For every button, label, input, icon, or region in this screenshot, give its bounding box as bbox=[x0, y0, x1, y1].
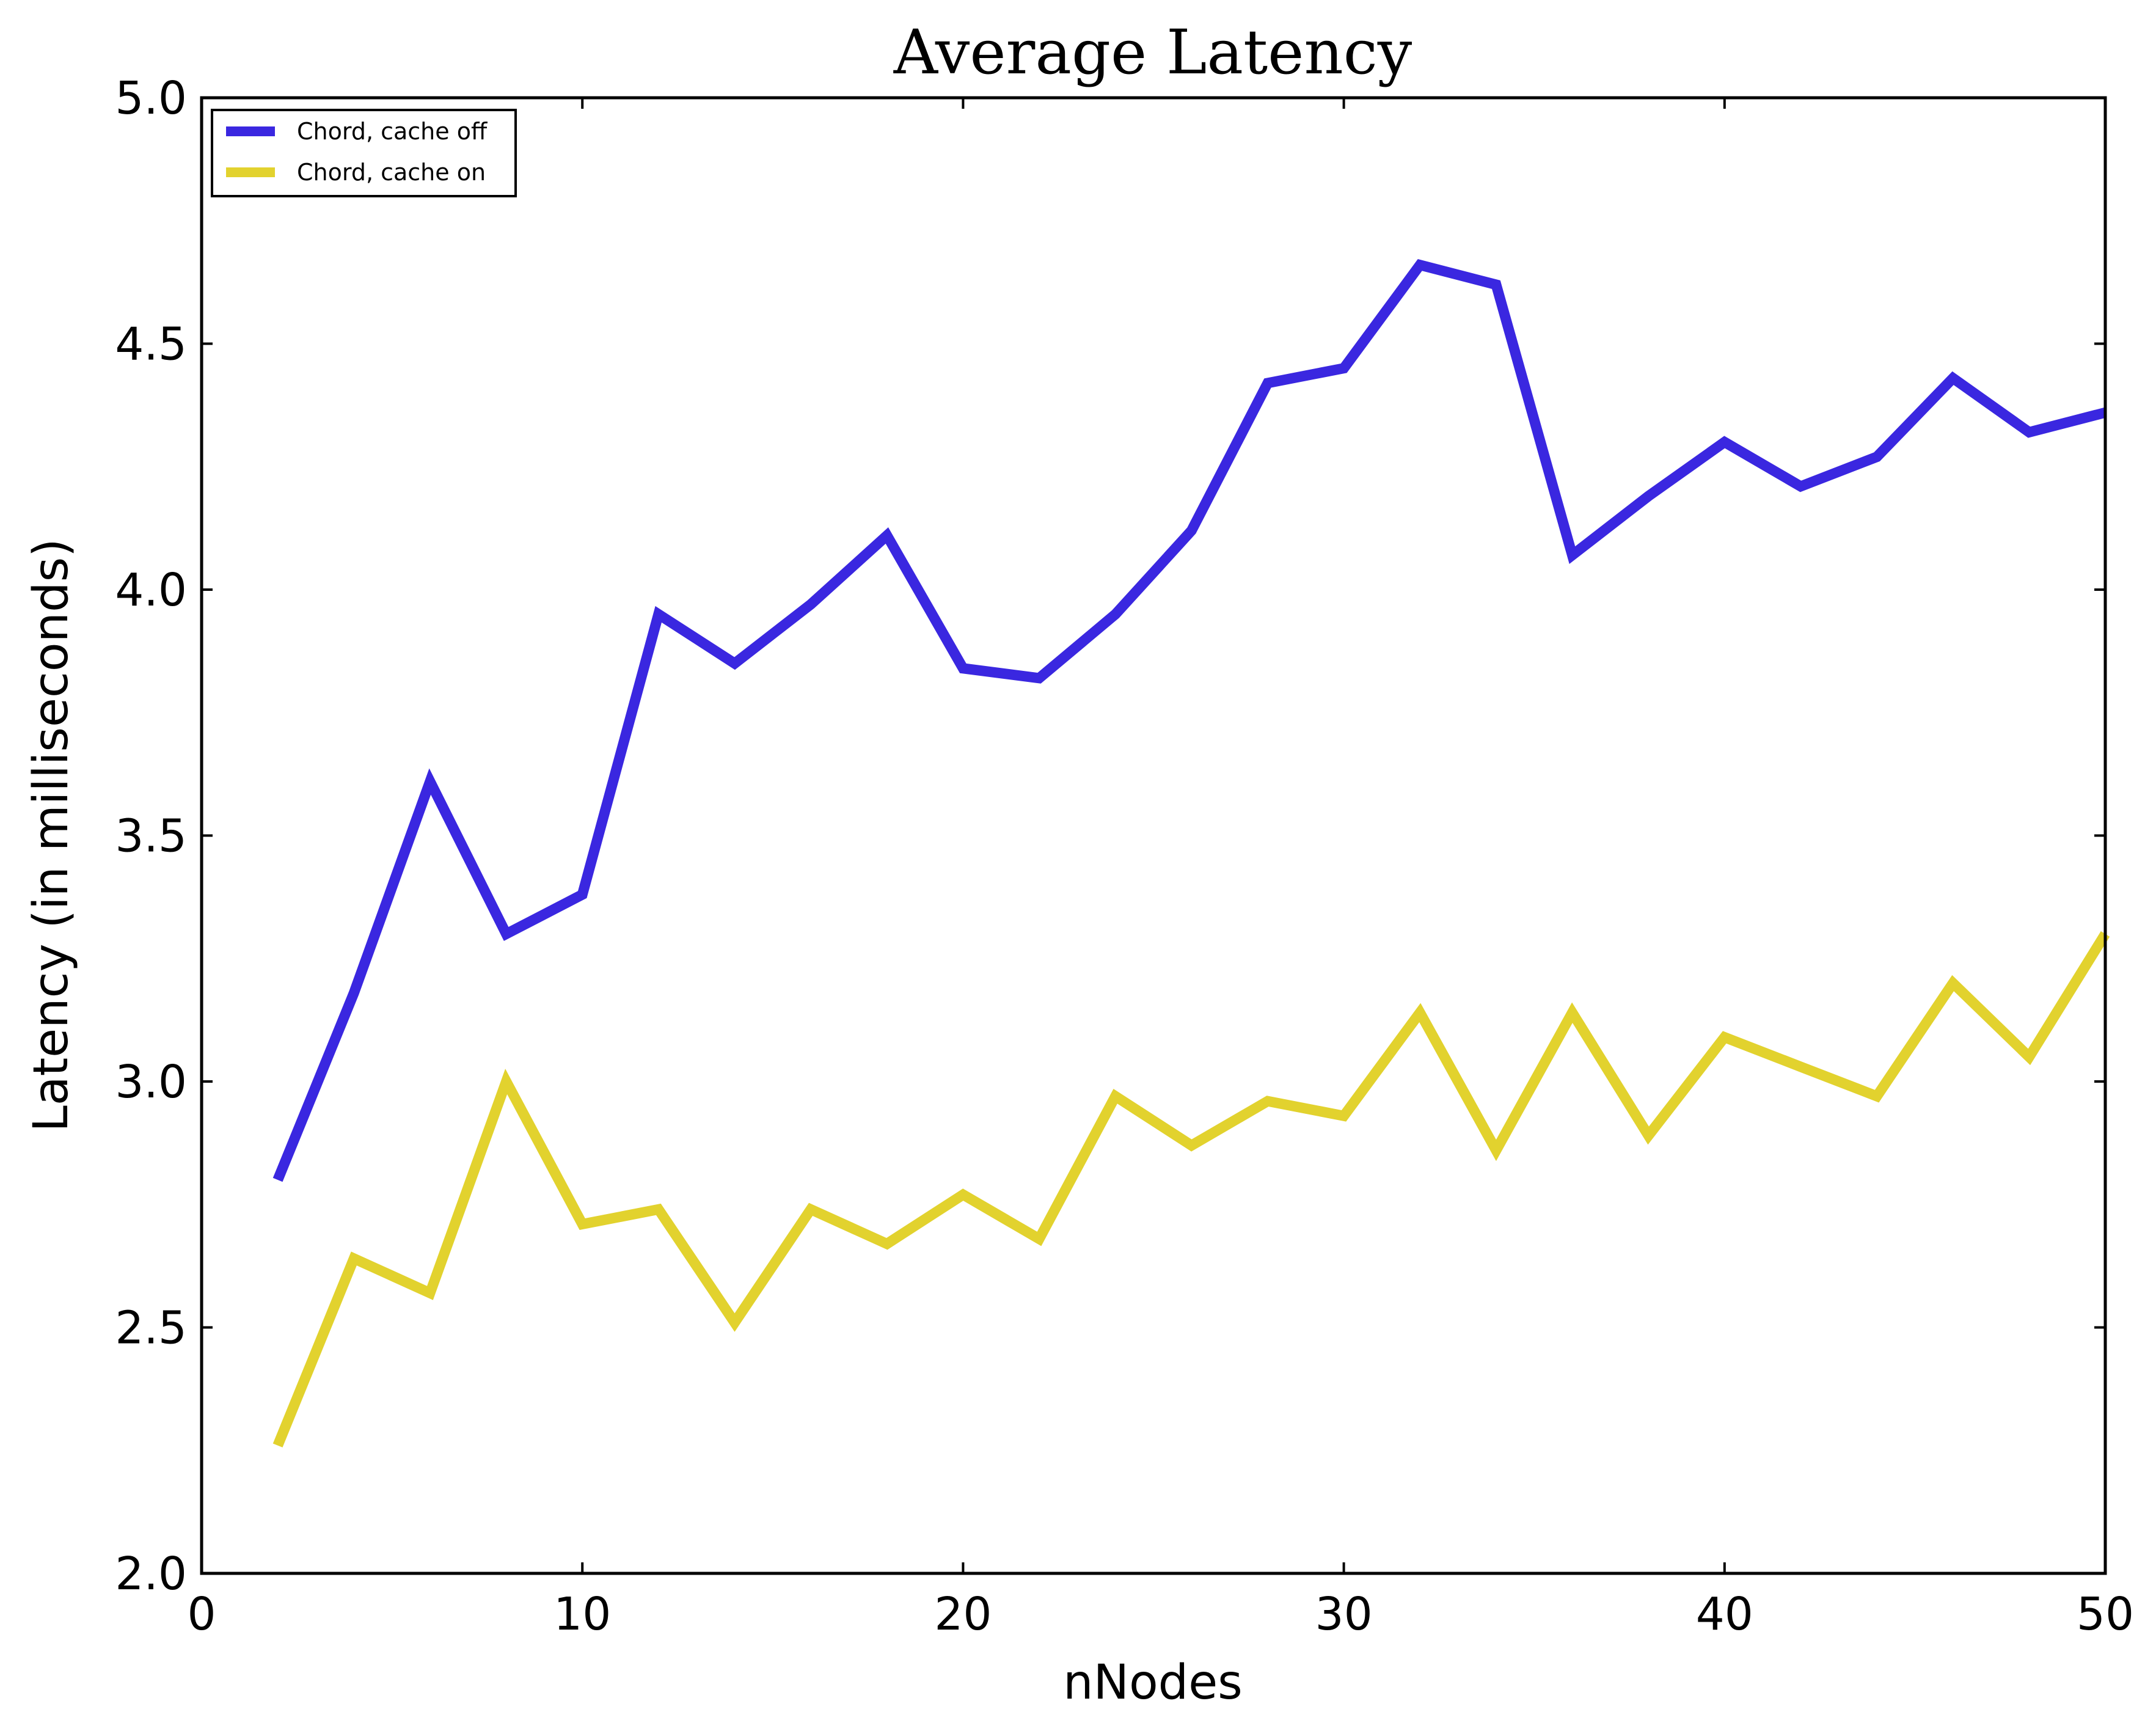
y-tick-label: 4.5 bbox=[115, 318, 187, 371]
plot-area bbox=[272, 259, 2110, 1447]
x-tick-label: 0 bbox=[187, 1588, 216, 1641]
x-tick-label: 40 bbox=[1696, 1588, 1753, 1641]
y-tick-label: 3.0 bbox=[115, 1056, 187, 1108]
plot-frame bbox=[200, 96, 2107, 1575]
series-line-cache-off bbox=[272, 259, 2107, 1182]
series-line-cache-on bbox=[272, 931, 2110, 1447]
legend: Chord, cache off Chord, cache on bbox=[211, 109, 517, 197]
x-tick-label: 10 bbox=[554, 1588, 611, 1641]
y-tick-label: 2.5 bbox=[115, 1302, 187, 1355]
y-axis: 2.0 2.5 3.0 3.5 4.0 4.5 5.0 bbox=[115, 72, 2105, 1600]
y-tick-label: 4.0 bbox=[115, 564, 187, 617]
x-tick-label: 20 bbox=[934, 1588, 992, 1641]
legend-label-cache-on: Chord, cache on bbox=[297, 159, 486, 186]
y-tick-label: 5.0 bbox=[115, 72, 187, 125]
y-axis-label: Latency (in milliseconds) bbox=[24, 538, 79, 1132]
chart-title: Average Latency bbox=[893, 16, 1412, 88]
x-tick-label: 30 bbox=[1315, 1588, 1373, 1641]
legend-label-cache-off: Chord, cache off bbox=[297, 118, 488, 145]
x-tick-label: 50 bbox=[2077, 1588, 2134, 1641]
y-tick-label: 2.0 bbox=[115, 1548, 187, 1600]
y-tick-label: 3.5 bbox=[115, 810, 187, 863]
legend-box bbox=[211, 109, 517, 197]
x-axis-label: nNodes bbox=[1063, 1655, 1243, 1710]
x-axis: 0 10 20 30 40 50 bbox=[187, 98, 2134, 1641]
